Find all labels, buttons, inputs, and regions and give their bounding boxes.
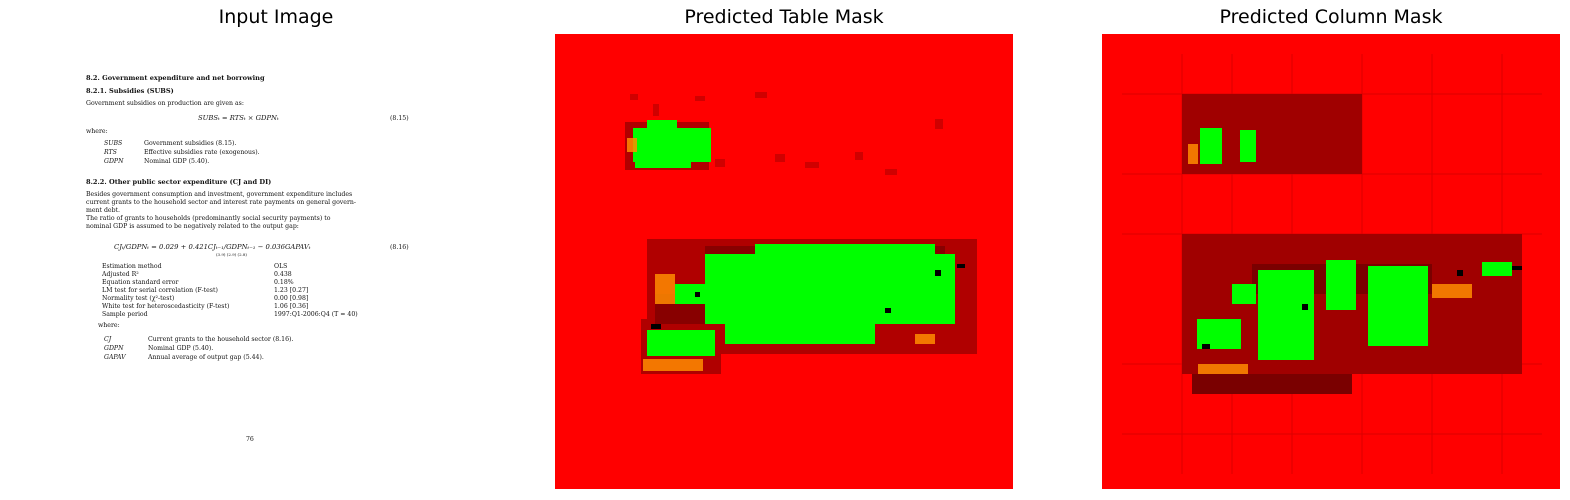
doc-def-desc: Nominal GDP (5.40).	[144, 158, 210, 165]
doc-def-desc: Annual average of output gap (5.44).	[148, 354, 264, 361]
doc-def-symbol: GDPN	[104, 345, 124, 352]
doc-stats-label: LM test for serial correlation (F-test)	[102, 287, 218, 294]
column-mask-image	[1102, 34, 1560, 489]
table-mask-image	[555, 34, 1013, 489]
input-image-panel: Input Image 8.2. Government expenditure …	[8, 0, 520, 500]
doc-def-symbol: GAPAV	[104, 354, 126, 361]
doc-stats-value: OLS	[274, 263, 288, 270]
doc-def-desc: Current grants to the household sector (…	[148, 336, 294, 343]
doc-stats-value: 1997:Q1-2006:Q4 (T = 40)	[274, 311, 358, 318]
column-mask-heatmap	[1102, 34, 1560, 489]
doc-stats-value: 1.23 [0.27]	[274, 287, 309, 294]
doc-stats-label: Adjusted R²	[102, 271, 139, 278]
doc-def-symbol: GDPN	[104, 158, 124, 165]
doc-paragraph-2-line: The ratio of grants to households (predo…	[86, 215, 331, 222]
doc-equation-8-16-number: (8.16)	[390, 244, 409, 251]
doc-equation-8-16-standard-errors: (3.9) (2.9) (2.8)	[216, 252, 247, 257]
input-image-title: Input Image	[218, 6, 334, 28]
table-mask-panel: Predicted Table Mask	[555, 0, 1013, 500]
doc-paragraph-1: Government subsidies on production are g…	[86, 100, 244, 107]
doc-paragraph-2-line: Besides government consumption and inves…	[86, 191, 353, 198]
doc-def-symbol: SUBS	[104, 140, 123, 147]
doc-def-symbol: RTS	[104, 149, 117, 156]
doc-stats-label: Sample period	[102, 311, 148, 318]
doc-equation-8-15: SUBSₜ = RTSₜ × GDPNₜ	[198, 114, 279, 122]
doc-stats-label: Normality test (χ²-test)	[102, 295, 175, 302]
doc-stats-value: 1.06 [0.36]	[274, 303, 309, 310]
doc-def-desc: Nominal GDP (5.40).	[148, 345, 214, 352]
doc-equation-8-15-number: (8.15)	[390, 115, 409, 122]
doc-stats-label: Equation standard error	[102, 279, 179, 286]
column-mask-title: Predicted Column Mask	[1219, 6, 1443, 28]
doc-paragraph-2-line: current grants to the household sector a…	[86, 199, 356, 206]
doc-def-desc: Effective subsidies rate (exogenous).	[144, 149, 260, 156]
table-mask-heatmap	[555, 34, 1013, 489]
doc-where-1: where:	[86, 128, 108, 135]
doc-equation-8-16: CJₜ/GDPNₜ = 0.029 + 0.421CJₜ₋₁/GDPNₜ₋₁ −…	[114, 243, 311, 251]
column-mask-panel: Predicted Column Mask	[1102, 0, 1560, 500]
doc-stats-label: Estimation method	[102, 263, 162, 270]
doc-stats-value: 0.438	[274, 271, 292, 278]
doc-def-desc: Government subsidies (8.15).	[144, 140, 237, 147]
doc-heading-8-2-1: 8.2.1. Subsidies (SUBS)	[86, 87, 174, 95]
doc-where-2: where:	[98, 322, 120, 329]
doc-def-symbol: CJ	[104, 336, 112, 343]
doc-paragraph-2-line: nominal GDP is assumed to be negatively …	[86, 223, 299, 230]
doc-stats-label: White test for heteroscedasticity (F-tes…	[102, 303, 230, 310]
doc-stats-value: 0.00 [0.98]	[274, 295, 309, 302]
input-document: 8.2. Government expenditure and net borr…	[62, 34, 490, 489]
doc-paragraph-2-line: ment debt.	[86, 207, 121, 214]
doc-heading-8-2-2: 8.2.2. Other public sector expenditure (…	[86, 178, 272, 186]
doc-heading-8-2: 8.2. Government expenditure and net borr…	[86, 74, 265, 82]
doc-stats-value: 0.18%	[274, 279, 294, 286]
doc-page-number: 76	[246, 436, 254, 443]
table-mask-title: Predicted Table Mask	[684, 6, 884, 28]
